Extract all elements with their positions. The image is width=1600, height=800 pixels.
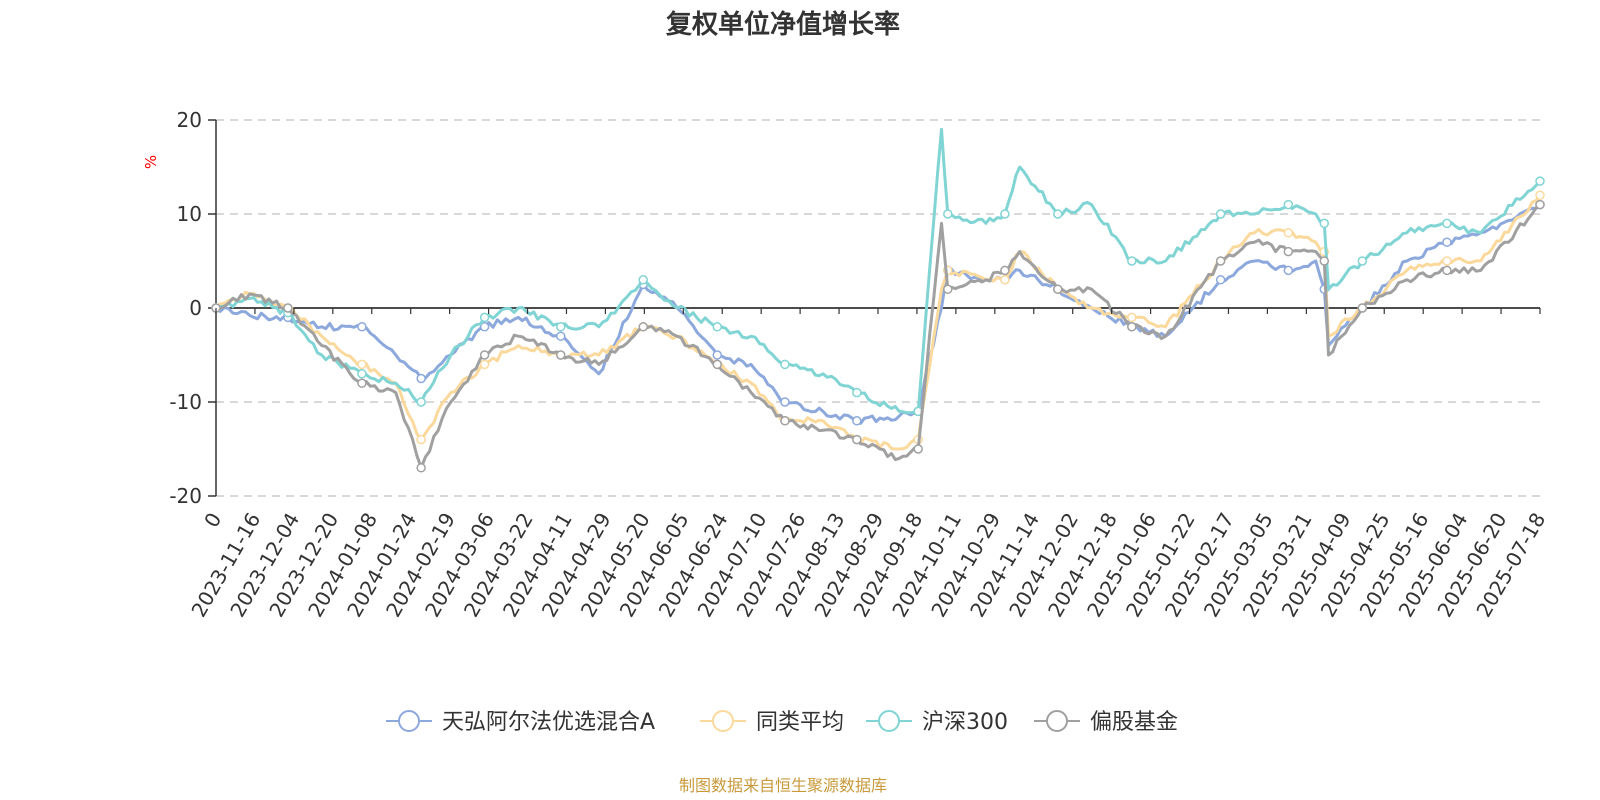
data-point: [1319, 256, 1330, 266]
data-point: [479, 350, 490, 360]
grid-layer: [216, 119, 1540, 497]
data-point: [638, 322, 648, 332]
data-point: [1442, 256, 1452, 266]
legend-swatch-circle: [712, 710, 734, 732]
data-point: [1442, 265, 1452, 276]
data-point: [1127, 256, 1137, 266]
data-point: [416, 434, 426, 445]
legend-swatch-circle: [878, 710, 900, 732]
data-point: [416, 397, 426, 407]
y-tick-label: 0: [189, 296, 202, 320]
data-point: [943, 209, 953, 219]
y-tick-label: -20: [169, 484, 202, 508]
data-point: [1442, 237, 1452, 247]
data-point: [852, 387, 862, 398]
data-point: [1053, 284, 1063, 294]
data-point: [1283, 199, 1294, 210]
data-point: [555, 350, 566, 360]
series-line: [215, 203, 1541, 470]
y-tick-label: -10: [169, 390, 202, 414]
y-tick-label: 10: [177, 202, 202, 226]
data-point: [555, 322, 566, 332]
y-axis-label: %: [142, 155, 160, 169]
data-point: [357, 369, 367, 379]
legend-label: 天弘阿尔法优选混合A: [442, 710, 655, 735]
legend-label: 沪深300: [922, 710, 1008, 735]
legend-item[interactable]: 偏股基金: [1034, 710, 1178, 735]
x-tick-layer: 02023-11-162023-12-042023-12-202024-01-0…: [186, 308, 1550, 621]
data-point: [357, 322, 367, 332]
data-point: [479, 359, 490, 370]
data-point: [1283, 246, 1294, 257]
data-point: [1535, 190, 1545, 200]
series-line: [215, 203, 1542, 425]
data-point: [913, 444, 923, 454]
data-point: [416, 373, 426, 384]
data-point: [1357, 303, 1368, 313]
data-point: [1357, 256, 1368, 266]
legend-item[interactable]: 同类平均: [700, 710, 844, 735]
data-point: [1535, 176, 1545, 186]
data-point: [479, 312, 490, 323]
data-point: [479, 322, 490, 332]
data-point: [852, 416, 862, 426]
axis-layer: 20 10 0 -10 -20: [169, 108, 1540, 508]
legend-item[interactable]: 沪深300: [866, 710, 1008, 735]
data-point: [780, 397, 790, 407]
data-point: [1215, 256, 1226, 266]
legend-swatch-circle: [398, 710, 420, 732]
data-point: [1127, 322, 1137, 332]
chart-title: 复权单位净值增长率: [666, 9, 900, 40]
data-point: [1000, 275, 1010, 285]
data-point: [780, 359, 790, 370]
data-point: [283, 303, 293, 313]
legend-label: 同类平均: [756, 710, 844, 735]
data-point: [1127, 312, 1137, 323]
data-point: [1283, 228, 1294, 238]
series-layer: [211, 127, 1545, 473]
x-tick-label: 0: [199, 509, 226, 532]
data-point: [1319, 218, 1330, 229]
data-point: [712, 322, 723, 332]
data-point: [943, 284, 953, 294]
data-point: [1215, 209, 1226, 219]
data-point: [1053, 209, 1063, 219]
data-point: [1000, 265, 1010, 276]
data-point: [638, 275, 648, 285]
data-point: [357, 378, 367, 388]
data-point: [1215, 275, 1226, 285]
data-point: [1283, 265, 1294, 276]
legend-swatch-circle: [1046, 710, 1068, 732]
data-point: [712, 350, 723, 360]
series-line: [214, 194, 1542, 451]
data-point: [1000, 209, 1010, 219]
data-point: [1535, 199, 1545, 210]
data-point: [416, 463, 426, 473]
legend[interactable]: 天弘阿尔法优选混合A 同类平均 沪深300 偏股基金: [386, 710, 1178, 735]
y-tick-label: 20: [177, 108, 202, 132]
data-point: [780, 416, 790, 426]
data-point: [555, 331, 566, 341]
source-note: 制图数据来自恒生聚源数据库: [679, 776, 887, 795]
data-point: [357, 359, 367, 370]
data-point: [1442, 218, 1452, 229]
data-point: [712, 359, 723, 370]
legend-label: 偏股基金: [1090, 710, 1178, 735]
data-point: [852, 434, 862, 445]
legend-item[interactable]: 天弘阿尔法优选混合A: [386, 710, 655, 735]
